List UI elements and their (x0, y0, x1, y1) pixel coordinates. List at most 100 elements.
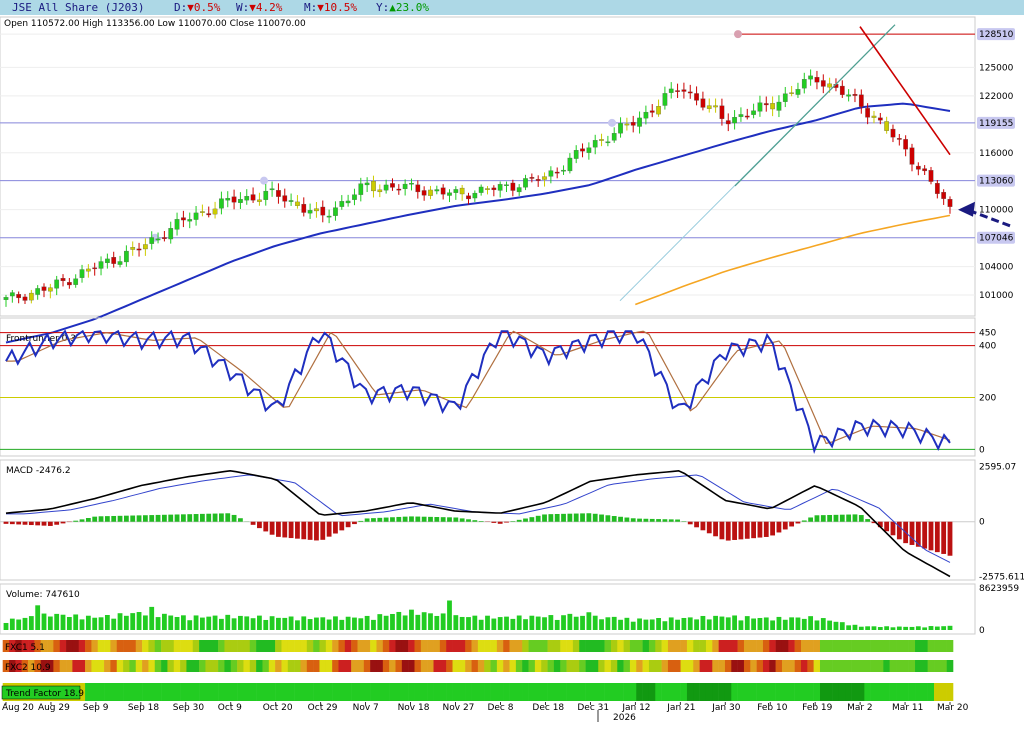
trend-factor-cell (78, 683, 86, 701)
fxc1-cell (104, 640, 111, 652)
macd-histogram-bar (871, 521, 877, 524)
fxc2-cell (268, 660, 276, 672)
x-tick-label: Dec 8 (487, 703, 513, 713)
fxc2-cell (192, 660, 200, 672)
macd-histogram-bar (180, 514, 186, 522)
macd-histogram-bar (421, 516, 427, 522)
fxc2-cell (737, 660, 745, 672)
trend-factor-cell (243, 683, 251, 701)
fxc2-cell (870, 660, 878, 672)
macd-histogram-bar (510, 521, 516, 522)
fxc1-cell (636, 640, 643, 652)
candle-body (763, 103, 769, 106)
level-marker (260, 176, 268, 185)
candle-body (523, 178, 528, 188)
fxc1-cell (838, 640, 846, 652)
trend-factor-cell (655, 683, 662, 701)
fxc2-cell (902, 660, 909, 672)
fxc1-cell (769, 640, 776, 652)
macd-histogram-bar (92, 516, 98, 522)
weekly-change: W:▼4.2% (236, 1, 283, 14)
trend-factor-cell (395, 683, 403, 701)
candle-body (67, 282, 72, 286)
fxc2-cell (420, 660, 428, 672)
trend-factor-cell (547, 683, 555, 701)
trend-factor-cell (636, 683, 643, 701)
candle-body (865, 108, 870, 118)
candle-body (187, 219, 193, 222)
fxc1-cell (604, 640, 612, 652)
trend-factor-cell (167, 683, 175, 701)
macd-histogram-bar (9, 521, 15, 525)
macd-histogram-bar (649, 518, 655, 522)
macd-histogram-bar (618, 516, 623, 522)
candle-body (592, 140, 598, 148)
volume-bar (871, 626, 877, 630)
fxc1-cell (427, 640, 434, 652)
fxc2-cell (446, 660, 453, 672)
candle-body (947, 199, 953, 207)
trend-factor-cell (522, 683, 529, 701)
macd-histogram-bar (744, 521, 750, 539)
macd-histogram-bar (212, 513, 218, 522)
trend-factor-cell (617, 683, 624, 701)
candle-body (282, 195, 288, 202)
macd-histogram-bar (497, 521, 503, 524)
x-tick-label: Nov 7 (353, 703, 379, 713)
fxc2-cell (167, 660, 175, 672)
fxc2-cell (858, 660, 865, 672)
candle-body (573, 150, 579, 159)
macd-histogram-bar (155, 514, 161, 522)
trend-factor-cell (585, 683, 593, 701)
volume-bar (554, 619, 560, 630)
trend-factor-cell (91, 683, 98, 701)
macd-histogram-bar (795, 521, 801, 524)
trend-factor-cell (674, 683, 681, 701)
fxc1-cell (877, 640, 884, 652)
trend-factor-cell (129, 683, 137, 701)
macd-histogram-bar (516, 519, 522, 522)
macd-histogram-bar (364, 518, 370, 522)
x-tick-label: Dec 31 (577, 703, 609, 713)
volume-bar (586, 612, 592, 630)
trend-factor-cell (180, 683, 187, 701)
fxc2-cell (927, 660, 935, 672)
trend-factor-cell (553, 683, 561, 701)
trend-factor-cell (249, 683, 257, 701)
fxc1-cell (211, 640, 219, 652)
fxc1-cell (66, 640, 73, 652)
fxc2-cell (401, 660, 409, 672)
fxc2-cell (281, 660, 289, 672)
frontrunner-tick: 200 (979, 393, 996, 403)
price-tick-label: 104000 (979, 263, 1014, 273)
macd-histogram-bar (687, 521, 693, 525)
candle-body (105, 258, 110, 264)
macd-histogram-bar (624, 517, 630, 522)
macd-histogram-bar (605, 515, 611, 522)
fxc2-cell (34, 660, 41, 672)
macd-histogram-bar (928, 521, 934, 551)
candle-body (884, 121, 889, 131)
x-tick-label: Nov 18 (398, 703, 430, 713)
fxc1-cell (699, 640, 707, 652)
macd-histogram-bar (111, 515, 117, 522)
macd-tick: 0 (979, 518, 985, 528)
volume-bar (142, 615, 148, 630)
fxc1-cell (325, 640, 333, 652)
trend-factor-cell (902, 683, 909, 701)
volume-bar (732, 615, 737, 630)
macd-histogram-bar (668, 519, 674, 522)
fxc2-cell (674, 660, 681, 672)
candle-body (206, 213, 212, 216)
fxc1-cell (154, 640, 162, 652)
trend-factor-cell (471, 683, 479, 701)
candle-body (909, 147, 915, 165)
fxc1-cell (896, 640, 903, 652)
macd-histogram-bar (472, 520, 478, 522)
volume-bar (599, 619, 604, 630)
volume-bar (149, 606, 155, 630)
fxc2-cell (667, 660, 675, 672)
candle-body (472, 192, 478, 199)
volume-tick: 8623959 (979, 584, 1019, 594)
volume-bar (92, 617, 98, 630)
